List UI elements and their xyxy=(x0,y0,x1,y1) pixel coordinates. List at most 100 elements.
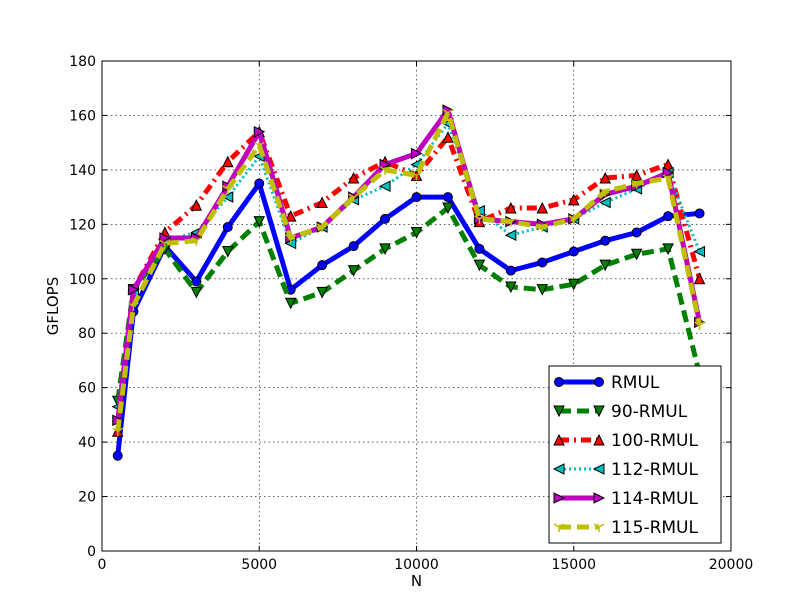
data-point-114-rmul xyxy=(411,147,423,160)
data-point-90-rmul xyxy=(630,248,643,261)
data-point-90-rmul xyxy=(347,265,360,277)
data-point-90-rmul xyxy=(316,286,328,299)
legend-marker-115-rmul xyxy=(593,523,605,532)
data-point-rmul xyxy=(663,211,674,222)
legend-label-114-rmul: 114-RMUL xyxy=(611,489,699,509)
x-tick-label: 15000 xyxy=(551,557,596,573)
data-point-90-rmul xyxy=(662,243,674,255)
data-point-90-rmul xyxy=(190,286,203,299)
y-tick-label: 40 xyxy=(78,435,96,451)
data-point-112-rmul xyxy=(693,245,706,258)
data-point-90-rmul xyxy=(284,297,297,310)
legend-marker-114-rmul xyxy=(593,492,606,504)
data-point-rmul xyxy=(191,276,202,287)
x-tick-label: 5000 xyxy=(241,557,277,573)
legend-box xyxy=(548,365,722,544)
legend-label-112-rmul: 112-RMUL xyxy=(611,460,699,480)
data-point-100-rmul xyxy=(505,201,517,214)
y-tick-label: 160 xyxy=(69,108,96,124)
data-point-90-rmul xyxy=(505,281,517,294)
data-point-100-rmul xyxy=(316,196,328,209)
data-point-115-rmul xyxy=(505,217,517,227)
series-layer xyxy=(111,104,706,461)
data-point-115-rmul xyxy=(662,174,674,184)
data-point-100-rmul xyxy=(567,193,580,206)
y-tick-label: 20 xyxy=(78,490,96,506)
data-point-rmul xyxy=(254,178,265,189)
legend-marker-rmul xyxy=(594,377,604,387)
data-point-100-rmul xyxy=(442,131,454,143)
data-point-rmul xyxy=(348,241,359,252)
y-tick-label: 100 xyxy=(69,272,96,288)
legend-marker-114-rmul xyxy=(553,492,566,504)
legend-marker-115-rmul xyxy=(553,523,565,532)
data-point-90-rmul xyxy=(536,284,549,296)
legend-marker-100-rmul xyxy=(553,433,565,446)
data-point-90-rmul xyxy=(473,259,486,272)
legend-label-100-rmul: 100-RMUL xyxy=(611,431,699,451)
data-point-112-rmul xyxy=(599,196,611,209)
x-tick-label: 10000 xyxy=(394,557,439,573)
data-point-90-rmul xyxy=(253,216,266,228)
data-point-90-rmul xyxy=(442,202,454,215)
data-point-115-rmul xyxy=(190,237,202,246)
data-point-114-rmul xyxy=(253,125,266,138)
data-point-90-rmul xyxy=(599,259,612,272)
y-tick-label: 80 xyxy=(78,326,96,342)
data-point-100-rmul xyxy=(536,201,549,214)
y-tick-label: 0 xyxy=(87,544,96,560)
data-point-112-rmul xyxy=(504,229,517,242)
data-point-rmul xyxy=(537,257,548,268)
data-point-115-rmul xyxy=(536,223,548,233)
legend-marker-100-rmul xyxy=(593,433,605,446)
series-line-90-rmul xyxy=(115,205,702,402)
data-point-112-rmul xyxy=(221,191,234,203)
legend-marker-112-rmul xyxy=(592,463,605,475)
data-point-rmul xyxy=(600,235,611,246)
data-point-114-rmul xyxy=(159,232,172,244)
data-point-100-rmul xyxy=(347,171,360,184)
legend: RMUL 90-RMUL 100-RMUL 112-RMUL 114-RMUL 115-R… xyxy=(548,365,722,544)
y-tick-label: 120 xyxy=(69,217,96,233)
data-point-100-rmul xyxy=(190,199,203,211)
data-point-115-rmul xyxy=(112,427,124,437)
legend-marker-90-rmul xyxy=(593,405,605,418)
data-point-100-rmul xyxy=(284,210,297,222)
data-point-115-rmul xyxy=(316,223,328,233)
data-point-rmul xyxy=(694,208,705,219)
legend-label-rmul: RMUL xyxy=(611,373,660,393)
data-point-115-rmul xyxy=(568,215,580,224)
y-tick-label: 180 xyxy=(69,54,96,70)
data-point-rmul xyxy=(380,213,391,224)
series-line-100-rmul xyxy=(115,129,702,432)
series-line-115-rmul xyxy=(115,110,702,432)
data-point-115-rmul xyxy=(694,321,705,331)
data-point-rmul xyxy=(442,192,453,203)
data-point-114-rmul xyxy=(379,158,392,171)
data-point-100-rmul xyxy=(630,169,643,181)
data-point-rmul xyxy=(112,450,123,461)
data-point-100-rmul xyxy=(599,171,612,184)
data-point-115-rmul xyxy=(599,188,611,197)
data-point-115-rmul xyxy=(474,215,485,224)
series-115-rmul xyxy=(112,109,705,437)
data-point-90-rmul xyxy=(221,246,234,258)
data-point-115-rmul xyxy=(379,166,391,175)
data-point-rmul xyxy=(411,192,422,203)
data-point-115-rmul xyxy=(253,141,265,151)
data-point-rmul xyxy=(631,227,642,238)
legend-label-90-rmul: 90-RMUL xyxy=(611,402,688,422)
legend-marker-90-rmul xyxy=(553,405,565,418)
data-point-rmul xyxy=(222,222,233,233)
data-point-100-rmul xyxy=(693,272,706,285)
ticks: 0 5000 10000 15000 20000 0 20 40 60 80 100 120 140 16… xyxy=(69,54,753,573)
data-point-90-rmul xyxy=(567,278,580,291)
data-point-100-rmul xyxy=(662,158,674,170)
x-tick-label: 20000 xyxy=(709,557,754,573)
data-point-115-rmul xyxy=(631,179,643,189)
data-point-115-rmul xyxy=(442,109,454,118)
data-point-90-rmul xyxy=(379,243,391,255)
data-point-100-rmul xyxy=(221,155,234,168)
data-point-115-rmul xyxy=(348,193,359,203)
data-point-90-rmul xyxy=(410,227,423,239)
